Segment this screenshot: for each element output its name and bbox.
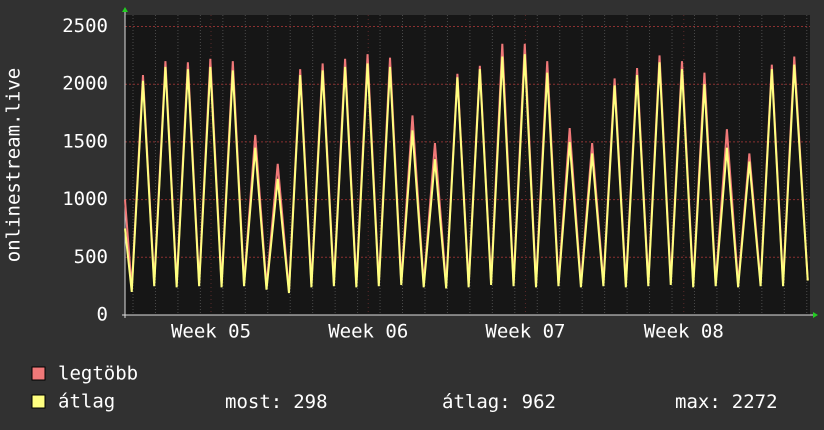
y-tick-label: 2000 <box>62 73 108 95</box>
stat: átlag: 962 <box>442 391 556 413</box>
stat-value: 962 <box>522 391 556 413</box>
stat: max: 2272 <box>675 391 778 413</box>
legend-label: átlag <box>58 391 115 413</box>
axis-arrow <box>122 7 128 12</box>
series-line <box>124 54 809 294</box>
y-tick-label: 0 <box>97 304 108 326</box>
x-tick-label: Week 08 <box>644 321 724 343</box>
stat-label: átlag: <box>442 391 511 413</box>
stat-label: most: <box>225 391 282 413</box>
x-tick-label: Week 06 <box>328 321 408 343</box>
legend-swatch <box>31 394 46 409</box>
stat-value: 298 <box>293 391 327 413</box>
stat-value: 2272 <box>732 391 778 413</box>
stat: most: 298 <box>225 391 328 413</box>
x-tick-label: Week 05 <box>171 321 251 343</box>
legend-label: legtöbb <box>58 363 138 385</box>
axis-arrow <box>813 312 818 318</box>
y-axis-label: onlinestream.live <box>3 68 25 262</box>
y-tick-label: 500 <box>74 246 108 268</box>
y-tick-label: 1500 <box>62 130 108 152</box>
legend-swatch <box>31 366 46 381</box>
y-tick-label: 2500 <box>62 15 108 37</box>
x-tick-label: Week 07 <box>485 321 565 343</box>
y-tick-label: 1000 <box>62 188 108 210</box>
stat-label: max: <box>675 391 721 413</box>
